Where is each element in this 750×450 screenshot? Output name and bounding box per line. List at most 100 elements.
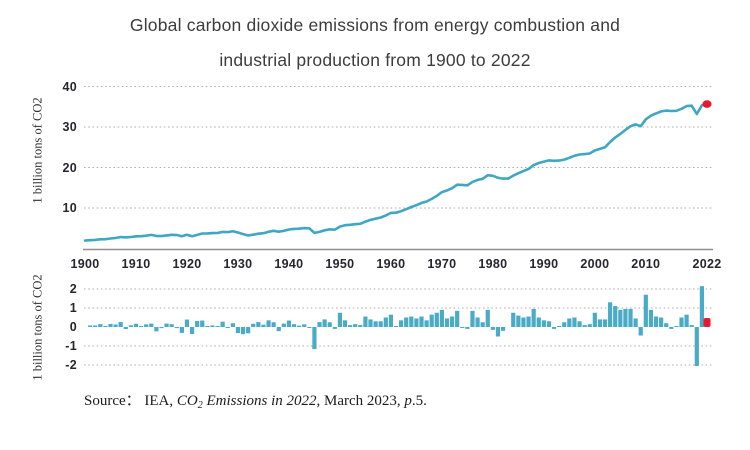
change-bar (215, 326, 220, 327)
change-bar (393, 326, 399, 327)
change-bar (546, 321, 552, 327)
change-bar (577, 321, 582, 327)
change-bar (246, 327, 251, 334)
top-y-tick-label: 40 (62, 79, 77, 94)
x-tick-label: 1990 (529, 257, 559, 271)
change-bar (118, 322, 123, 327)
x-tick-label: 1910 (121, 257, 151, 271)
chart-title-line1: Global carbon dioxide emissions from ene… (129, 15, 621, 35)
change-bar (633, 318, 638, 327)
change-bar (327, 322, 332, 327)
change-bar (113, 324, 118, 327)
source-co-subscript: 2 (197, 400, 203, 411)
change-bar (159, 327, 164, 329)
chart-title-line2: industrial production from 1900 to 2022 (219, 50, 531, 70)
change-bar (98, 324, 103, 327)
change-bar (230, 323, 235, 327)
bottom-y-tick-label: 0 (69, 320, 77, 334)
change-bar (348, 325, 353, 327)
change-bar (179, 327, 184, 333)
change-bar (439, 309, 444, 327)
change-bar (164, 323, 169, 327)
change-bar (388, 314, 394, 327)
change-bar (353, 324, 358, 327)
change-bar (169, 324, 174, 327)
change-bar (664, 323, 669, 327)
change-bar (500, 327, 506, 331)
bottom-y-tick-label: -1 (65, 339, 77, 353)
source-italic-title: Emissions in 2022 (202, 393, 317, 409)
x-tick-label: 2000 (580, 257, 610, 271)
x-tick-label: 1920 (172, 257, 202, 271)
source-mid: , March 2023, (316, 393, 405, 409)
change-bar (429, 314, 434, 327)
change-bar (414, 318, 419, 327)
change-bar (123, 327, 128, 330)
x-tick-label: 1980 (478, 257, 508, 271)
change-bar (628, 308, 633, 327)
change-bar (363, 316, 368, 327)
change-bar (602, 319, 608, 327)
bottom-y-tick-label: -2 (65, 358, 77, 372)
change-bar (210, 325, 215, 327)
change-bar (281, 323, 286, 327)
change-bar (337, 312, 343, 327)
bottom-y-tick-label: 2 (69, 282, 77, 296)
change-bar (312, 327, 317, 350)
change-bar (205, 326, 210, 327)
change-bar (103, 326, 108, 327)
change-bar (689, 325, 694, 327)
x-tick-label: 1950 (325, 257, 355, 271)
change-bar (404, 317, 409, 327)
change-bar (511, 312, 516, 327)
change-bar (256, 322, 261, 327)
change-bar (174, 327, 179, 329)
top-y-tick-label: 10 (62, 201, 77, 215)
change-bar (572, 317, 577, 327)
change-bar (434, 312, 439, 327)
top-y-tick-label: 20 (62, 160, 77, 175)
change-bar (286, 320, 292, 327)
change-bar (541, 320, 546, 327)
change-bar (373, 321, 378, 327)
change-bar (138, 326, 144, 327)
change-bar (490, 327, 495, 330)
change-bar (526, 316, 531, 327)
change-bar (195, 320, 200, 327)
change-bar (684, 314, 689, 327)
change-bar (266, 320, 271, 327)
change-bar (149, 323, 154, 327)
change-bar (378, 321, 383, 327)
change-bar (592, 312, 597, 327)
change-bar (562, 322, 567, 327)
change-bar (261, 324, 266, 327)
change-bar (240, 327, 246, 335)
highlight-bar-2022 (703, 318, 711, 327)
x-tick-label: 2010 (631, 257, 661, 271)
change-bar (587, 324, 592, 327)
change-bar (495, 327, 501, 337)
change-bar (144, 324, 149, 327)
source-page-p: p (404, 393, 412, 409)
change-bar (460, 327, 465, 328)
change-bar (317, 322, 322, 327)
change-bar (87, 325, 93, 327)
change-bar (551, 327, 557, 329)
x-tick-label: 2022 (692, 257, 722, 271)
x-tick-label: 1940 (274, 257, 304, 271)
change-bar (694, 327, 699, 366)
change-bar (297, 325, 302, 327)
bottom-y-tick-label: 1 (69, 301, 77, 315)
x-tick-label: 1930 (223, 257, 253, 271)
source-co: CO (176, 393, 198, 409)
change-bar (276, 327, 281, 332)
change-bar (648, 309, 654, 327)
change-bar (455, 310, 460, 327)
change-bar (383, 317, 388, 327)
change-bar (220, 321, 225, 327)
change-bar (342, 320, 348, 327)
change-bar (133, 323, 139, 327)
change-bar (251, 323, 256, 327)
change-bar (531, 308, 536, 327)
